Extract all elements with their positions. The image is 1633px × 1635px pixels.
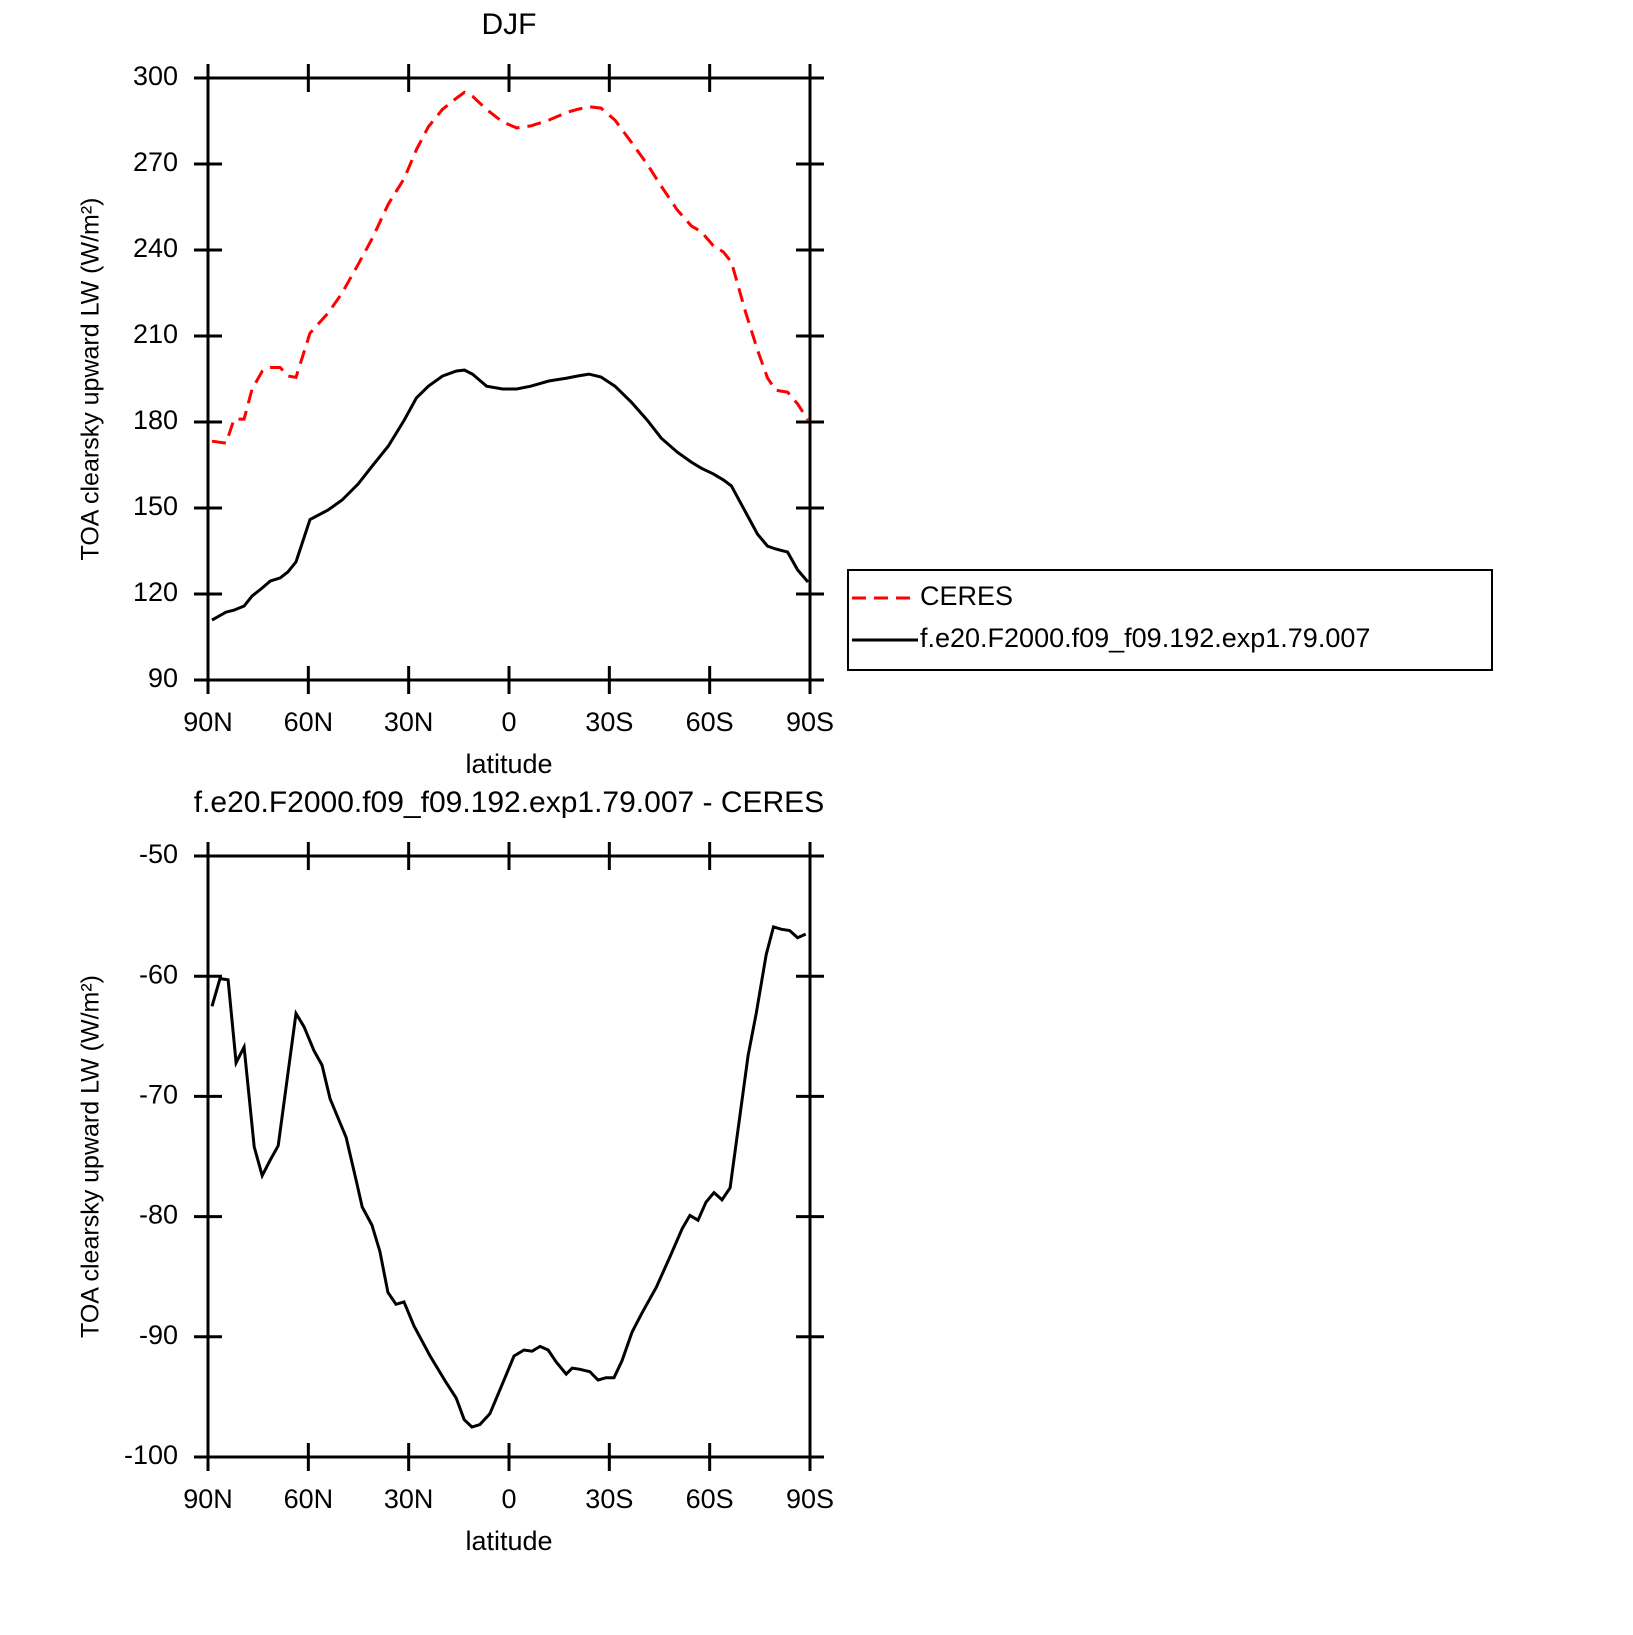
x-tick-label: 60N: [284, 707, 334, 737]
y-tick-label: -90: [139, 1320, 178, 1350]
y-tick-label: 240: [133, 233, 178, 263]
y-tick-label: -80: [139, 1200, 178, 1230]
y-tick-label: 300: [133, 61, 178, 91]
x-tick-label: 60N: [284, 1484, 334, 1514]
y-tick-label: 210: [133, 319, 178, 349]
chart-title: f.e20.F2000.f09_f09.192.exp1.79.007 - CE…: [194, 786, 824, 819]
x-tick-label: 90S: [786, 1484, 834, 1514]
x-axis-label: latitude: [465, 749, 552, 779]
legend-label: CERES: [920, 581, 1013, 611]
x-tick-label: 90N: [183, 707, 233, 737]
y-tick-label: 150: [133, 491, 178, 521]
y-tick-label: 120: [133, 577, 178, 607]
y-tick-label: 90: [148, 663, 178, 693]
data-line: [211, 90, 810, 445]
y-tick-label: 270: [133, 147, 178, 177]
data-line: [211, 368, 810, 622]
y-tick-label: -70: [139, 1080, 178, 1110]
x-tick-label: 30S: [585, 1484, 633, 1514]
chart-title: DJF: [482, 8, 537, 41]
y-tick-label: -60: [139, 959, 178, 989]
x-tick-label: 90N: [183, 1484, 233, 1514]
plot-frame: [206, 76, 812, 682]
x-axis-label: latitude: [465, 1526, 552, 1556]
x-tick-label: 30N: [384, 707, 434, 737]
y-tick-label: -50: [139, 839, 178, 869]
legend-label: f.e20.F2000.f09_f09.192.exp1.79.007: [920, 623, 1370, 653]
x-tick-label: 60S: [686, 1484, 734, 1514]
y-tick-label: -100: [124, 1440, 178, 1470]
x-tick-label: 0: [501, 1484, 516, 1514]
y-tick-label: 180: [133, 405, 178, 435]
x-tick-label: 0: [501, 707, 516, 737]
x-tick-label: 30N: [384, 1484, 434, 1514]
data-line: [210, 925, 807, 1429]
legend-box: [847, 569, 1493, 671]
y-axis-label: TOA clearsky upward LW (W/m²): [77, 197, 105, 560]
x-tick-label: 30S: [585, 707, 633, 737]
x-tick-label: 90S: [786, 707, 834, 737]
y-axis-label: TOA clearsky upward LW (W/m²): [77, 975, 105, 1338]
x-tick-label: 60S: [686, 707, 734, 737]
